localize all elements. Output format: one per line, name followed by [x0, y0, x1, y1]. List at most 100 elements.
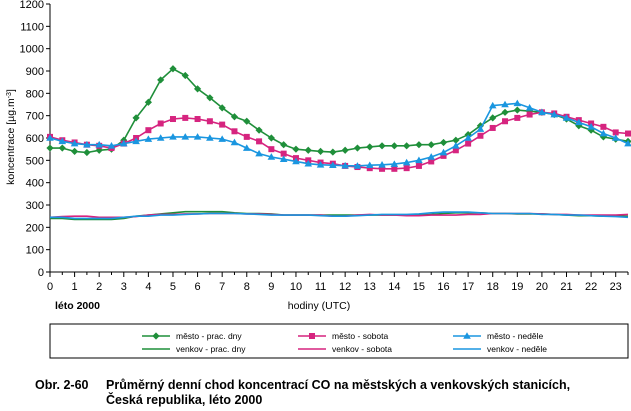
- data-point: [231, 128, 238, 135]
- caption-line-2: Česká republika, léto 2000: [106, 393, 263, 407]
- series-1: [46, 65, 631, 157]
- legend-item: město - neděle: [453, 331, 543, 341]
- data-point: [402, 158, 411, 166]
- data-point: [341, 146, 349, 154]
- x-tick-label: 11: [315, 281, 326, 293]
- data-point: [452, 142, 460, 149]
- data-point: [476, 125, 485, 132]
- data-point: [599, 129, 608, 137]
- y-tick-label: 100: [26, 245, 44, 257]
- data-point: [403, 142, 411, 150]
- data-point: [144, 135, 153, 142]
- data-point: [242, 144, 251, 151]
- x-tick-label: 2: [96, 281, 102, 293]
- data-point: [439, 148, 448, 156]
- data-point: [181, 71, 189, 80]
- x-tick-label: 1: [72, 281, 78, 293]
- legend-label: venkov - neděle: [487, 344, 547, 354]
- y-tick-label: 500: [26, 155, 44, 167]
- data-point: [280, 150, 287, 157]
- data-point: [365, 161, 374, 169]
- data-point: [366, 165, 373, 172]
- data-point: [243, 133, 250, 140]
- legend-swatch-marker: [152, 332, 160, 340]
- legend-item: město - prac. dny: [142, 331, 242, 341]
- data-point: [329, 148, 337, 156]
- series-5: [46, 99, 631, 169]
- data-point: [157, 76, 165, 84]
- x-tick-label: 21: [560, 281, 572, 293]
- data-point: [391, 165, 398, 172]
- data-point: [107, 142, 116, 149]
- data-point: [304, 159, 313, 167]
- x-tick-label: 6: [195, 281, 201, 293]
- data-point: [230, 113, 239, 121]
- data-point: [575, 118, 583, 126]
- legend-item: město - sobota: [298, 331, 388, 341]
- data-point: [181, 133, 190, 140]
- data-point: [119, 139, 128, 147]
- data-point: [366, 143, 374, 151]
- series-6: [50, 211, 629, 220]
- data-point: [304, 146, 312, 154]
- data-point: [243, 117, 251, 125]
- data-point: [292, 145, 300, 153]
- data-point: [428, 158, 435, 165]
- data-point: [206, 118, 213, 125]
- x-tick-label: 10: [290, 281, 302, 293]
- y-tick-label: 1200: [20, 0, 44, 11]
- data-point: [145, 127, 152, 134]
- x-tick-label: 22: [585, 281, 597, 293]
- data-point: [267, 134, 275, 142]
- x-axis-title: hodiny (UTC): [288, 300, 350, 312]
- y-axis-title: koncentrace [µg.m-3]: [5, 89, 17, 185]
- data-point: [525, 104, 534, 111]
- y-tick-label: 800: [26, 88, 44, 100]
- data-point: [329, 161, 337, 169]
- x-tick-label: 12: [339, 281, 351, 293]
- y-tick-label: 0: [38, 267, 44, 279]
- figure-caption: Obr. 2-60 Průměrný denní chod koncentrací…: [35, 378, 570, 408]
- y-tick-label: 600: [26, 133, 44, 145]
- x-tick-label: 20: [536, 281, 548, 293]
- y-axis: 0 100 200 300 400 500 600 700 800 900 1000 1100 1200: [20, 0, 51, 279]
- caption-number: Obr. 2-60: [35, 378, 89, 392]
- data-point: [182, 114, 189, 121]
- data-point: [156, 134, 165, 141]
- data-point: [415, 141, 423, 149]
- data-point: [292, 157, 300, 165]
- data-point: [390, 142, 398, 150]
- data-point: [526, 111, 533, 118]
- data-point: [378, 161, 386, 168]
- x-tick-label: 15: [413, 281, 425, 293]
- data-point: [600, 123, 607, 130]
- data-point: [550, 110, 559, 118]
- data-point: [379, 165, 386, 172]
- data-point: [415, 156, 423, 164]
- data-point: [83, 148, 91, 157]
- data-point: [193, 133, 202, 140]
- legend-item: venkov - prac. dny: [142, 344, 246, 354]
- x-tick-label: 23: [610, 281, 622, 293]
- y-tick-label: 400: [26, 178, 44, 190]
- data-point: [132, 137, 140, 145]
- data-point: [513, 106, 521, 114]
- data-point: [378, 142, 386, 150]
- data-point: [488, 101, 497, 109]
- data-point: [218, 104, 226, 112]
- caption-line-1: Průměrný denní chod koncentrací CO na mě…: [106, 378, 571, 392]
- data-point: [70, 139, 79, 147]
- data-point: [489, 114, 497, 122]
- data-point: [169, 65, 177, 73]
- data-point: [83, 140, 91, 148]
- data-point: [501, 100, 509, 108]
- data-point: [427, 141, 435, 149]
- data-point: [219, 121, 226, 128]
- x-tick-label: 17: [462, 281, 474, 293]
- data-point: [390, 160, 399, 167]
- data-point: [169, 116, 176, 123]
- data-point: [624, 139, 631, 147]
- legend-item: venkov - sobota: [298, 344, 392, 354]
- y-tick-label: 300: [26, 200, 44, 212]
- data-point: [46, 144, 54, 152]
